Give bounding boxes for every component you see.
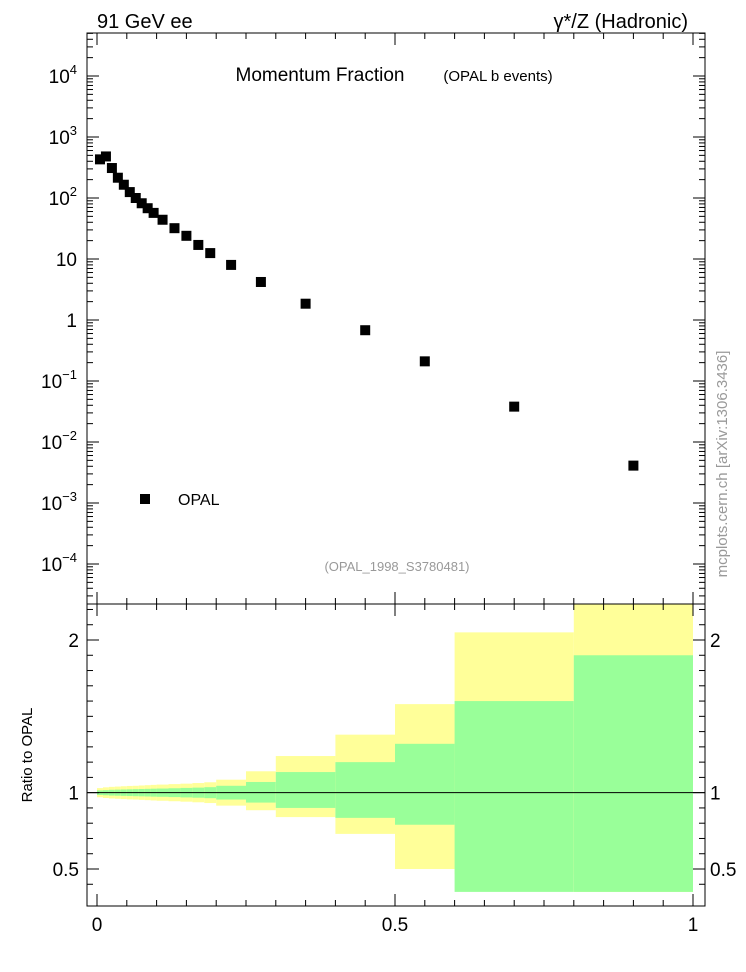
data-point (148, 207, 159, 218)
y-tick-label: 103 (49, 123, 77, 149)
ratio-panel-frame (86, 603, 706, 907)
y-tick-label-base: 10 (41, 555, 62, 576)
y-tick-label-base: 10 (49, 128, 70, 149)
y-tick-label-exponent: 2 (70, 184, 77, 199)
data-point (419, 356, 430, 367)
data-point (255, 276, 266, 287)
x-tick-labels: 0 0.5 1 (92, 915, 699, 936)
ratio-panel: 0.5 0.51 12 2 0 0.5 1 Ratio to OPAL (19, 603, 737, 936)
ratio-band-inner (395, 743, 455, 825)
data-point (181, 230, 192, 241)
ratio-bands (97, 604, 693, 892)
ratio-band-inner (454, 701, 574, 892)
data-point (130, 193, 141, 203)
chart-title: Momentum Fraction (236, 65, 405, 86)
ratio-band-inner (573, 655, 693, 892)
data-point (226, 259, 237, 270)
legend: OPAL (140, 492, 220, 509)
y-tick-label: 10−3 (41, 489, 77, 515)
y-tick-label: 10−4 (41, 550, 77, 576)
x-tick-label: 1 (688, 915, 699, 936)
y-tick-label: 104 (49, 62, 77, 88)
data-point (142, 203, 153, 214)
y-tick-label-exponent: −3 (62, 489, 77, 504)
header-right: γ*/Z (Hadronic) (554, 11, 688, 33)
side-label: mcplots.cern.ch [arXiv:1306.3436] (714, 351, 731, 578)
data-point (94, 154, 105, 165)
x-tick-label: 0.5 (382, 915, 408, 936)
ratio-band-inner (275, 772, 336, 808)
ratio-tick-label-left: 2 (68, 631, 79, 652)
data-point (169, 223, 180, 234)
y-tick-label-exponent: 4 (70, 62, 77, 77)
y-tick-label-base: 10 (56, 250, 77, 271)
data-points (94, 151, 639, 471)
y-tick-label-base: 1 (66, 311, 77, 332)
y-tick-label-exponent: −4 (62, 550, 77, 565)
legend-label: OPAL (178, 492, 220, 509)
data-point (360, 325, 371, 336)
data-point (205, 248, 216, 259)
y-tick-label: 1 (66, 311, 77, 332)
header-left: 91 GeV ee (97, 11, 193, 33)
data-point (124, 187, 135, 198)
y-tick-label: 10−2 (41, 428, 77, 454)
data-point (628, 460, 639, 471)
y-tick-label-exponent: 3 (70, 123, 77, 138)
y-tick-label-base: 10 (41, 372, 62, 393)
ratio-tick-label-right: 2 (710, 631, 721, 652)
data-point (193, 239, 204, 250)
y-tick-label-exponent: −2 (62, 428, 77, 443)
data-point (106, 163, 117, 174)
y-tick-label-base: 10 (41, 433, 62, 454)
data-point (157, 214, 168, 225)
ratio-tick-label-right: 0.5 (710, 860, 736, 881)
chart-subtitle: (OPAL b events) (443, 68, 552, 85)
y-tick-label: 10 (56, 250, 77, 271)
data-point (118, 179, 129, 190)
top-panel-frame (86, 32, 706, 605)
data-point (509, 401, 520, 412)
y-tick-label-base: 10 (49, 189, 70, 210)
data-point (100, 151, 111, 162)
data-point (112, 172, 123, 183)
ratio-ticks (87, 604, 705, 906)
analysis-annotation: (OPAL_1998_S3780481) (324, 559, 469, 574)
data-point (136, 198, 147, 209)
y-tick-label-base: 10 (41, 494, 62, 515)
y-tick-label: 10−1 (41, 367, 77, 393)
x-tick-label: 0 (92, 915, 103, 936)
top-y-ticks (87, 32, 705, 604)
ratio-ylabel: Ratio to OPAL (19, 708, 36, 803)
legend-marker (140, 494, 150, 504)
ratio-band-inner (335, 762, 395, 818)
y-tick-label-base: 10 (49, 67, 70, 88)
y-tick-label-exponent: −1 (62, 367, 77, 382)
ratio-tick-label-right: 1 (710, 784, 721, 805)
y-tick-label: 102 (49, 184, 77, 210)
data-point (300, 298, 311, 309)
ratio-tick-label-left: 1 (68, 784, 79, 805)
ratio-tick-label-left: 0.5 (53, 860, 79, 881)
ratio-tick-labels: 0.5 0.5 1 1 2 2 (53, 631, 737, 881)
